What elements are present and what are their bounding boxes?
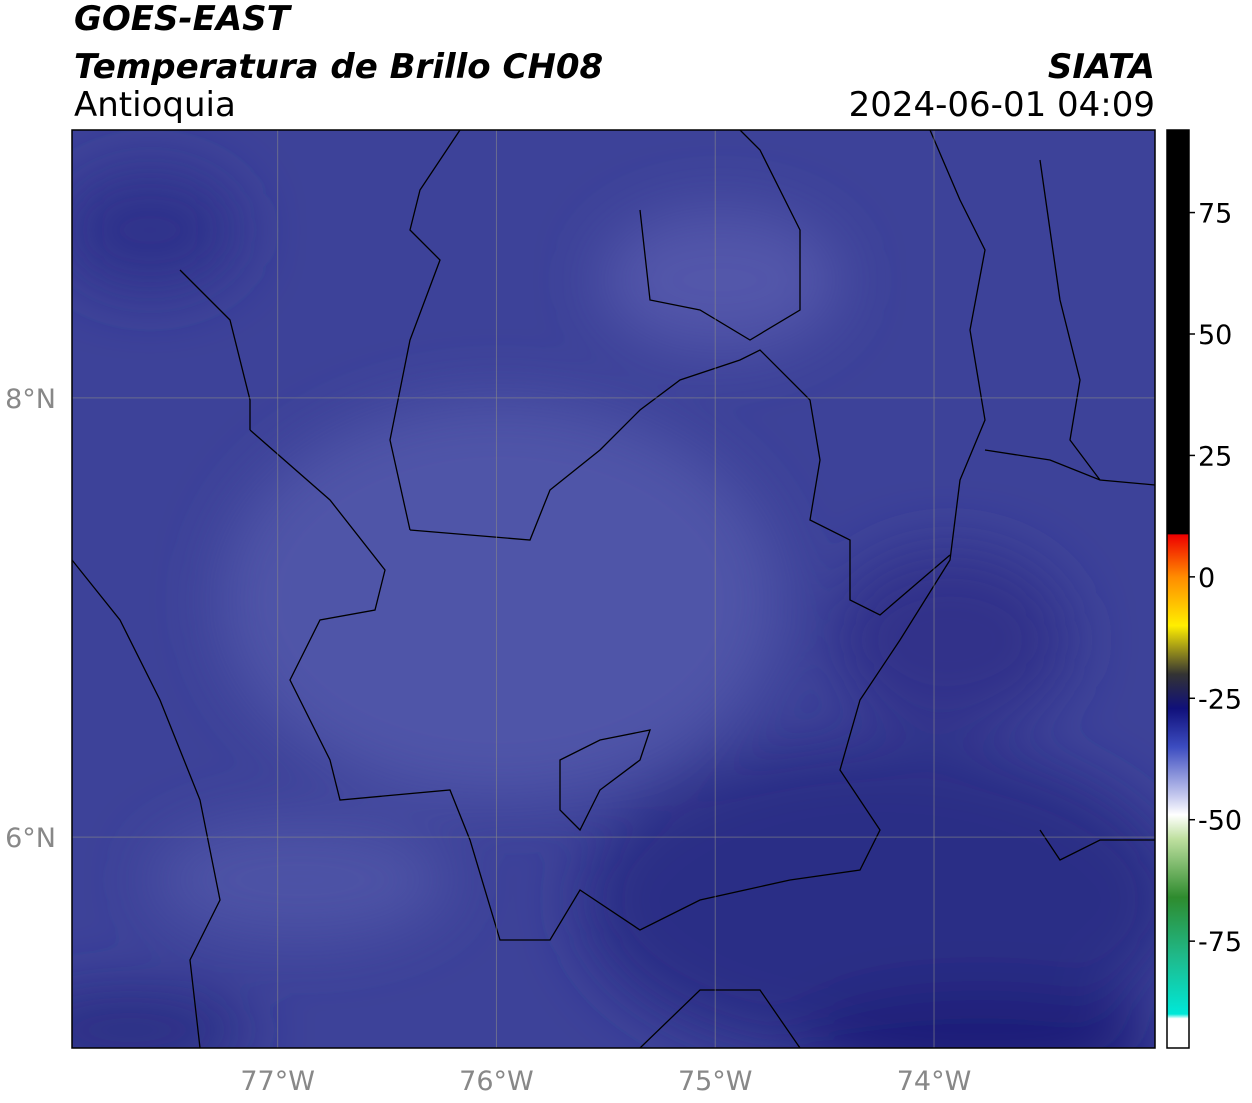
graticule xyxy=(72,130,1155,1048)
colorbar-tick-label: -50 xyxy=(1198,806,1242,837)
x-tick-label: 76°W xyxy=(459,1066,534,1097)
y-tick-label: 8°N xyxy=(5,384,56,415)
map-image xyxy=(72,130,1155,1048)
region: Antioquia xyxy=(74,85,236,125)
colorbar-tick-label: 50 xyxy=(1198,320,1232,351)
colorbar xyxy=(1166,129,1190,1049)
colorbar-tick-label: 75 xyxy=(1198,199,1232,230)
colorbar-tick-label: -25 xyxy=(1198,684,1242,715)
datetime: 2024-06-01 04:09 xyxy=(849,85,1155,125)
y-tick-label: 6°N xyxy=(5,823,56,854)
colorbar-tick-label: 0 xyxy=(1198,563,1215,594)
x-tick-label: 74°W xyxy=(897,1066,972,1097)
title: GOES-EAST xyxy=(74,0,293,39)
colorbar-tick-label: -75 xyxy=(1198,927,1242,958)
subtitle: Temperatura de Brillo CH08 xyxy=(74,47,603,87)
x-tick-label: 75°W xyxy=(678,1066,753,1097)
map-frame xyxy=(71,129,1156,1049)
colorbar-tick-label: 25 xyxy=(1198,441,1232,472)
source: SIATA xyxy=(1048,47,1155,87)
x-tick-label: 77°W xyxy=(240,1066,315,1097)
